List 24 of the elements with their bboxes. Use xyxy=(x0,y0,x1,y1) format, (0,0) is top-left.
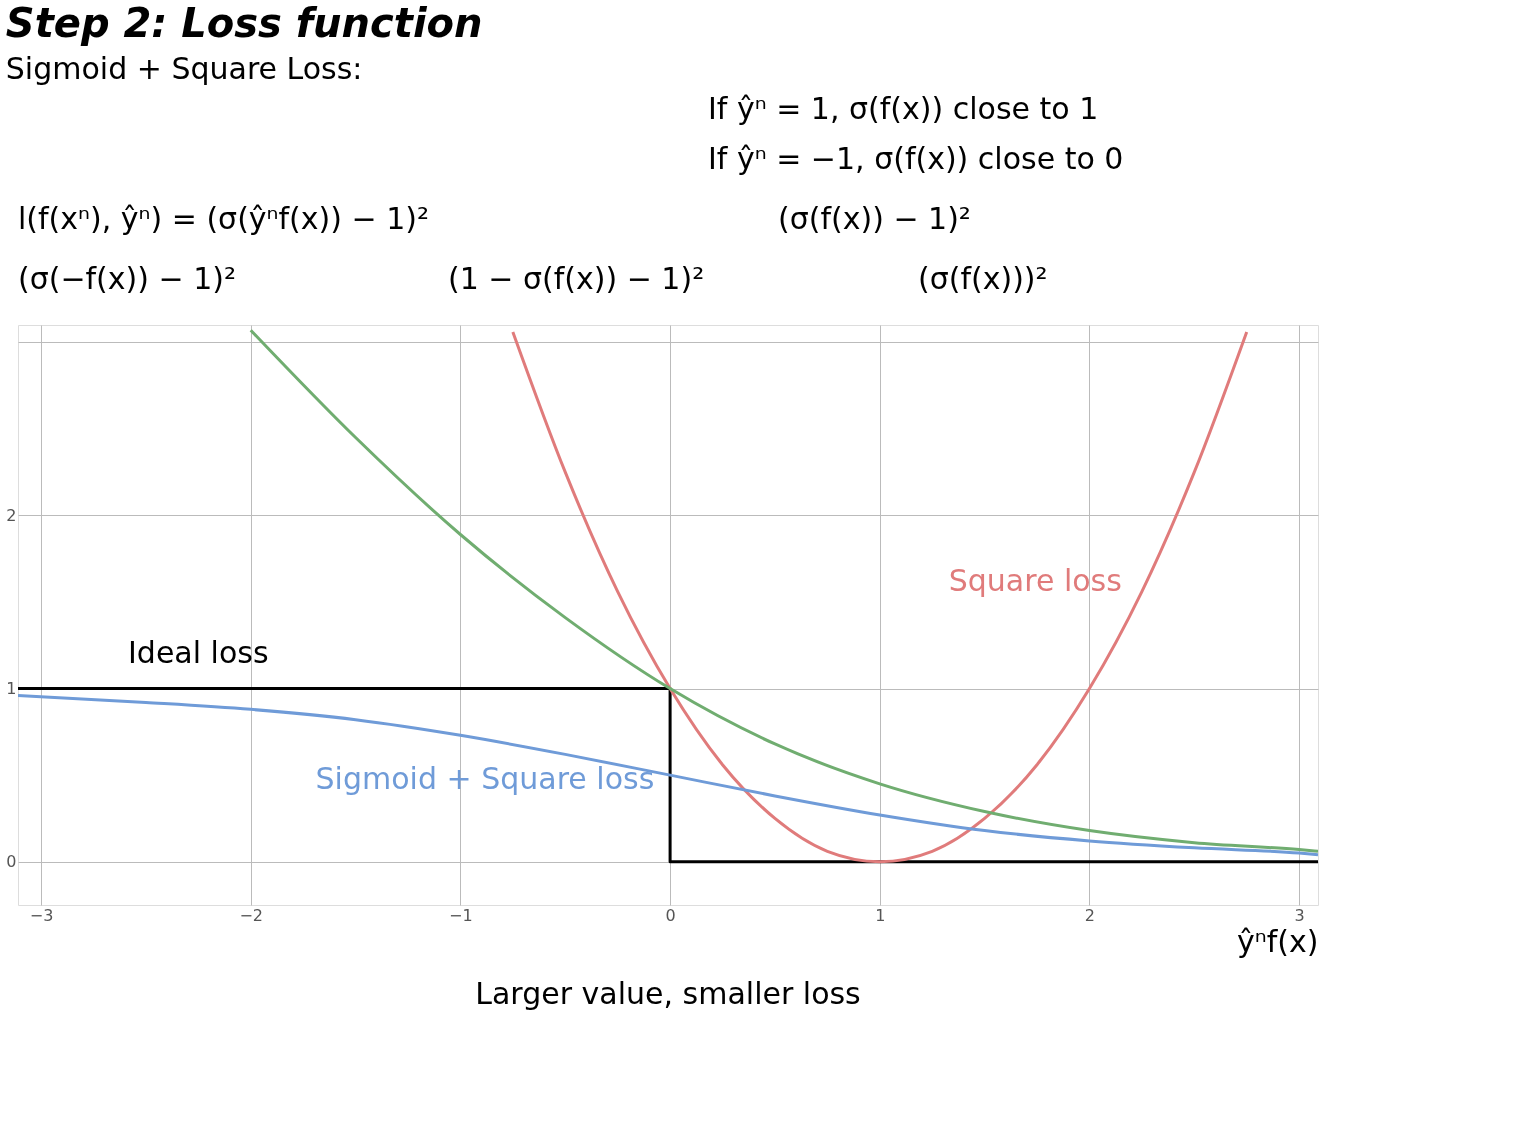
chart-title: Step 2: Loss function xyxy=(5,0,483,46)
series-label: Sigmoid + Square loss xyxy=(315,760,655,796)
x-tick-label: −3 xyxy=(29,905,54,925)
x-tick-label: 0 xyxy=(665,905,676,925)
text: If ŷⁿ = −1, σ(f(x)) close to 0 xyxy=(708,141,1124,176)
series-label: Ideal loss xyxy=(128,634,269,670)
text: If ŷⁿ = 1, σ(f(x)) close to 1 xyxy=(708,91,1099,126)
y-tick-label: 2 xyxy=(6,505,17,525)
chart-subtitle: Sigmoid + Square Loss: xyxy=(5,51,363,86)
x-tick-label: 2 xyxy=(1084,905,1096,925)
text: l(f(xⁿ), ŷⁿ) = (σ(ŷⁿf(x)) − 1)² xyxy=(18,201,429,236)
x-tick-label: 3 xyxy=(1294,905,1305,925)
x-axis-title: ŷⁿf(x) xyxy=(1237,923,1319,959)
y-tick-label: 1 xyxy=(6,679,17,699)
series-label: Square loss xyxy=(948,562,1122,598)
text: (σ(f(x)))² xyxy=(918,261,1048,296)
x-tick-label: −2 xyxy=(239,905,264,925)
y-tick-label: 0 xyxy=(6,852,17,872)
x-tick-label: −1 xyxy=(449,905,473,925)
text: (σ(−f(x)) − 1)² xyxy=(18,261,237,296)
text: (1 − σ(f(x)) − 1)² xyxy=(448,261,705,296)
text: Larger value, smaller loss xyxy=(475,976,861,1011)
x-tick-label: 1 xyxy=(875,905,886,925)
text: (σ(f(x)) − 1)² xyxy=(778,201,971,236)
